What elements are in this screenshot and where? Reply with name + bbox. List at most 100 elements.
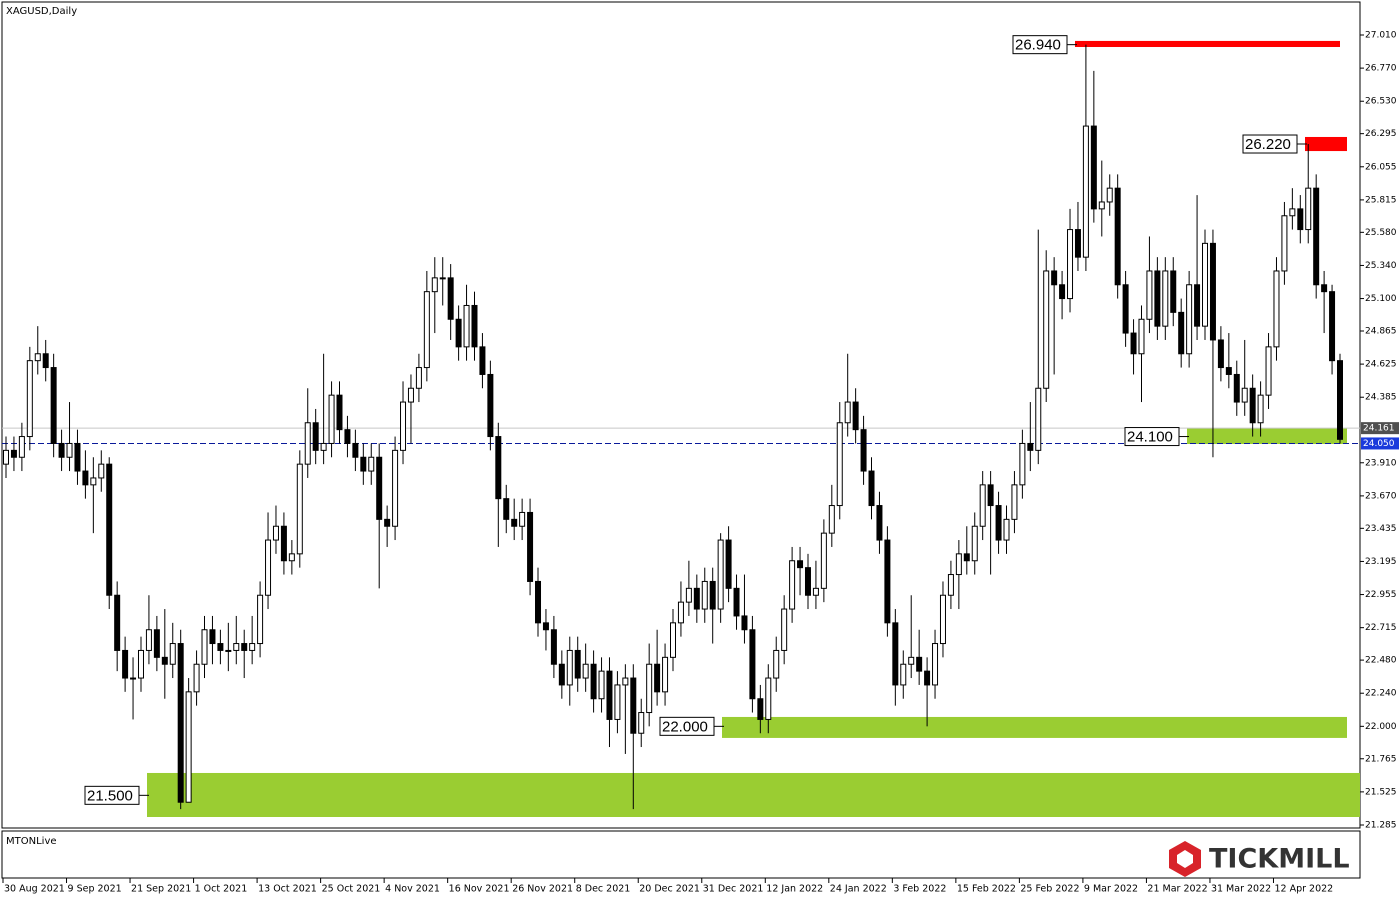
candle-body	[1154, 270, 1161, 327]
candle-body	[503, 498, 510, 520]
candle-body	[781, 608, 788, 651]
candle-body	[1162, 270, 1169, 327]
y-tick-label: 25.100	[1365, 294, 1397, 304]
zone-label: 26.940	[1015, 37, 1061, 54]
y-tick-label: 24.625	[1365, 360, 1397, 370]
x-tick-label: 20 Dec 2021	[639, 884, 700, 895]
candle-body	[1233, 373, 1240, 403]
candle-body	[1051, 270, 1058, 286]
x-tick-label: 8 Dec 2021	[576, 884, 631, 895]
x-tick-label: 16 Nov 2021	[449, 884, 510, 895]
candle-body	[431, 277, 438, 293]
candle-body	[1297, 208, 1304, 231]
candle-body	[1067, 229, 1074, 300]
candle-body	[328, 394, 335, 444]
candle-body	[1305, 187, 1312, 231]
x-tick-label: 12 Apr 2022	[1274, 884, 1333, 895]
candle-body	[1265, 346, 1272, 396]
candle-body	[1090, 125, 1097, 210]
candle-body	[1249, 387, 1256, 424]
y-tick-label: 21.285	[1365, 821, 1397, 831]
zone-label-box	[1242, 134, 1298, 154]
x-tick-label: 3 Feb 2022	[893, 884, 946, 895]
zone-label: 26.220	[1245, 136, 1291, 153]
candle-body	[1035, 387, 1042, 451]
candle-body	[868, 470, 875, 507]
main-pane	[1, 1, 1361, 829]
zone	[1305, 136, 1347, 152]
candle-body	[908, 656, 915, 665]
candle-body	[1043, 270, 1050, 389]
candle-body	[693, 587, 700, 610]
candle-body	[860, 429, 867, 472]
candle-body	[876, 505, 883, 541]
candle-body	[1098, 201, 1105, 210]
candle-body	[677, 601, 684, 624]
y-tick-label: 22.240	[1365, 689, 1397, 699]
candle-body	[415, 367, 422, 389]
y-tick-label: 22.480	[1365, 656, 1397, 666]
candle-body	[717, 539, 724, 610]
subwindow-label: MTONLive	[6, 836, 57, 847]
candle-body	[272, 525, 279, 541]
candle-body	[392, 449, 399, 527]
candle-body	[471, 304, 478, 348]
candle-body	[18, 436, 25, 458]
candle-body	[1209, 242, 1216, 341]
candle-body	[114, 594, 121, 651]
candle-body	[654, 663, 661, 693]
candle-body	[1186, 284, 1193, 355]
candle-body	[932, 643, 939, 686]
candle-body	[249, 643, 256, 651]
candle-body	[1138, 318, 1145, 355]
y-tick-label: 25.580	[1365, 228, 1397, 238]
candle-body	[630, 677, 637, 734]
candle-body	[487, 373, 494, 438]
candle-body	[423, 291, 430, 369]
candle-body	[10, 449, 17, 458]
y-tick-label: 26.530	[1365, 97, 1397, 107]
candle-body	[987, 484, 994, 507]
price-label: 24.050	[1363, 439, 1395, 449]
candle-body	[98, 463, 105, 479]
candle-body	[1281, 215, 1288, 272]
candle-body	[685, 587, 692, 603]
candle-body	[1170, 270, 1177, 313]
candle-body	[963, 553, 970, 562]
candle-body	[1321, 284, 1328, 293]
candle-body	[789, 560, 796, 610]
candle-body	[145, 629, 152, 651]
y-tick-label: 21.765	[1365, 754, 1397, 764]
candle-body	[582, 663, 589, 679]
candle-body	[257, 594, 264, 645]
candle-body	[241, 643, 248, 651]
candle-body	[463, 304, 470, 348]
candle-body	[852, 401, 859, 431]
candle-body	[1329, 291, 1336, 362]
logo: TICKMILL	[1169, 841, 1350, 877]
candle-body	[884, 539, 891, 624]
candle-body	[622, 677, 629, 686]
candle-body	[916, 656, 923, 672]
x-tick-label: 24 Jan 2022	[830, 884, 887, 895]
candle-body	[185, 691, 192, 803]
candle-body	[42, 353, 49, 369]
candle-body	[26, 360, 33, 438]
candle-body	[177, 643, 184, 803]
candle-body	[892, 622, 899, 686]
candle-body	[376, 456, 383, 520]
x-tick-label: 30 Aug 2021	[4, 884, 65, 895]
candle-body	[947, 574, 954, 596]
y-tick-label: 21.525	[1365, 787, 1397, 797]
candle-body	[971, 525, 978, 562]
x-tick-label: 31 Mar 2022	[1211, 884, 1271, 895]
candle-body	[1106, 187, 1113, 203]
candle-body	[74, 442, 81, 472]
candle-body	[288, 553, 295, 562]
candle-body	[400, 401, 407, 451]
candle-body	[725, 539, 732, 589]
candle-body	[701, 580, 708, 610]
y-tick-label: 26.055	[1365, 162, 1397, 172]
candle-body	[130, 677, 137, 680]
